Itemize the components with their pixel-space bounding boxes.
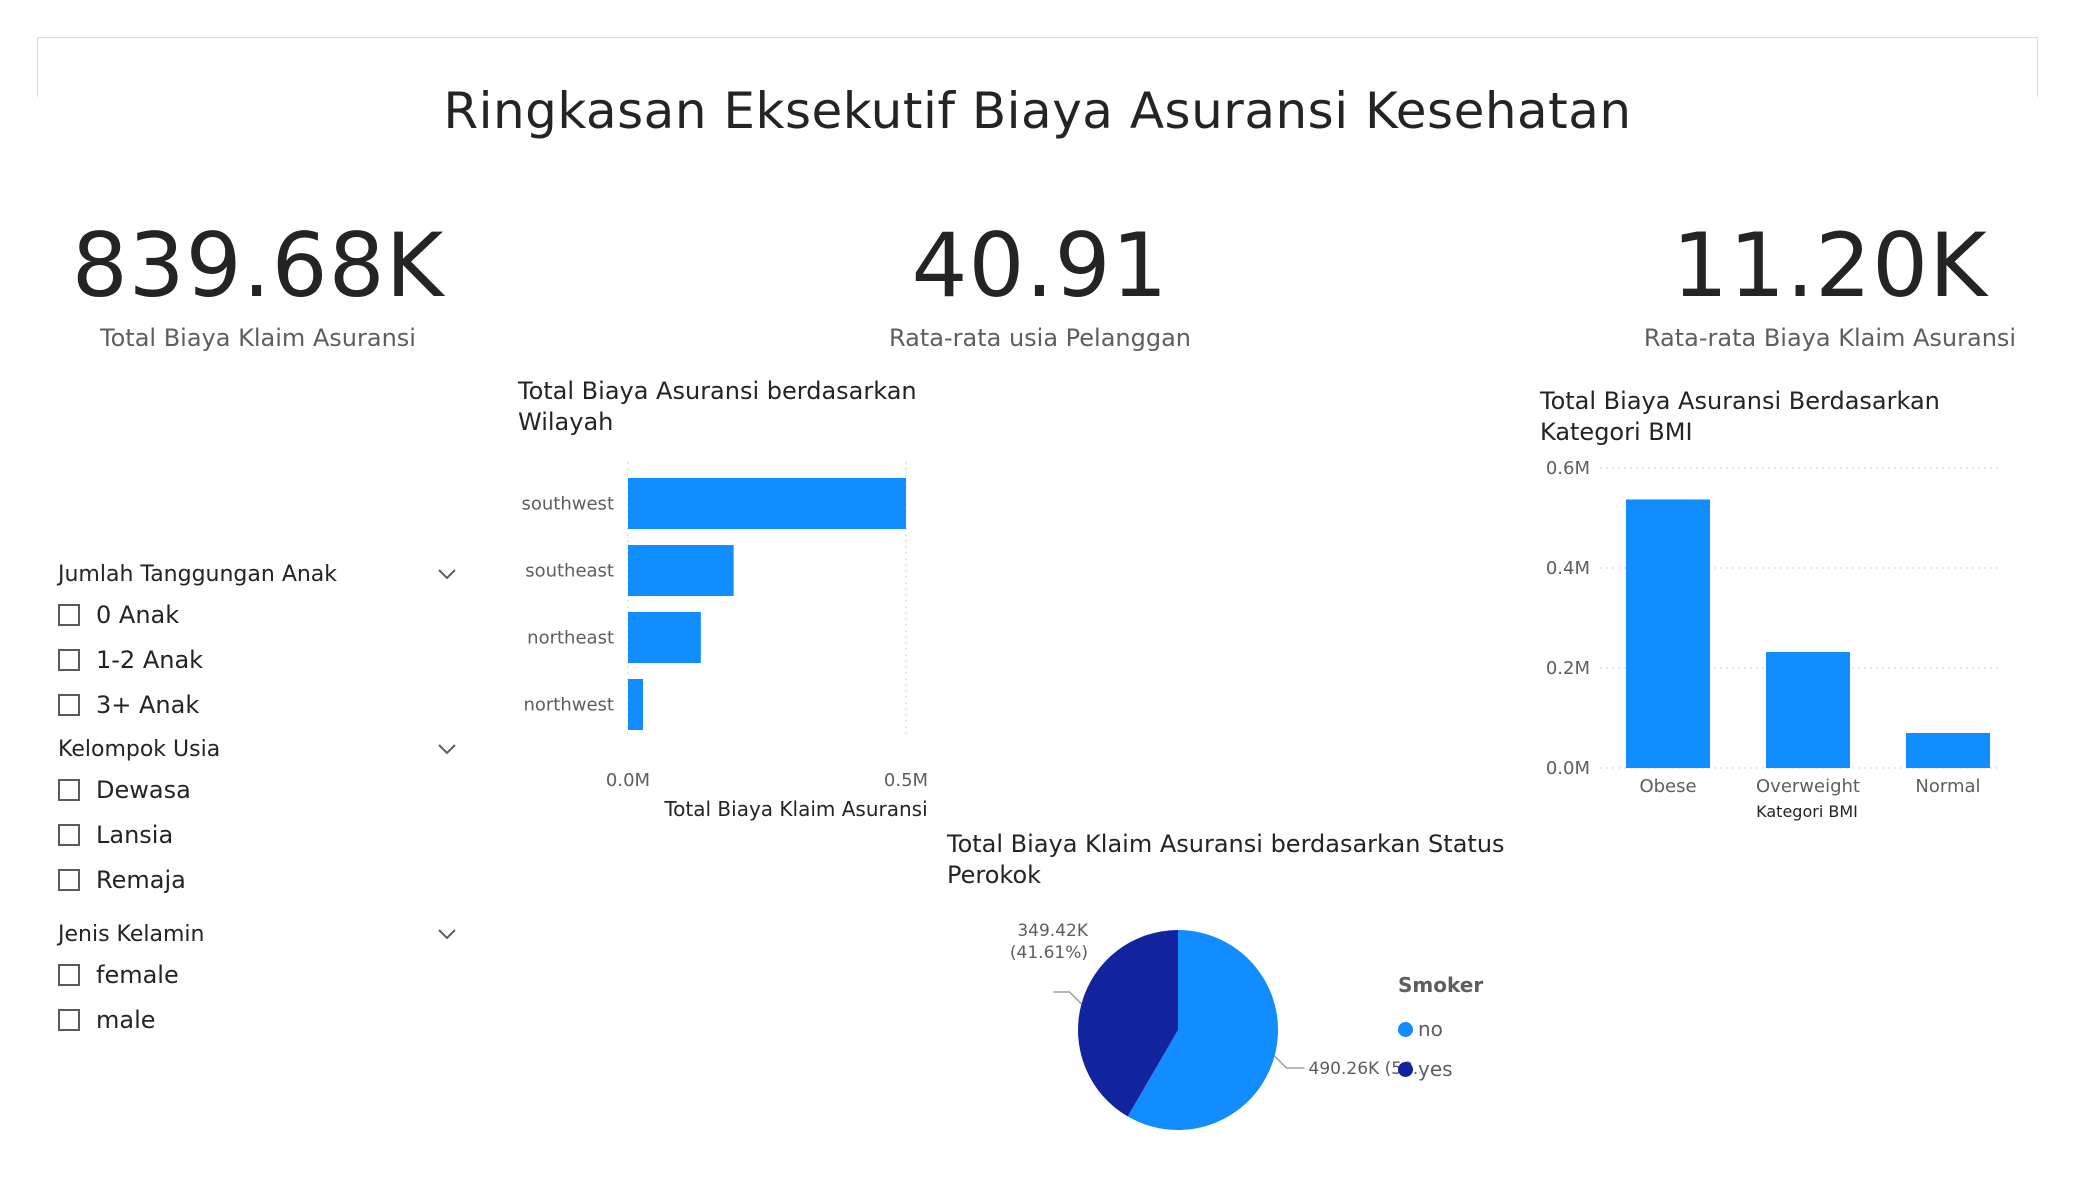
legend-title: Smoker [1398,973,1484,997]
slicer-option[interactable]: Remaja [58,857,458,902]
slicer-age-group: Kelompok Usia Dewasa Lansia Remaja [58,731,458,902]
leader-line [1274,1055,1305,1069]
bmi-bar-chart: 0.0M 0.2M 0.4M 0.6M Obese Overweight Normal Kat… [1546,458,2000,821]
checkbox[interactable] [58,1008,80,1031]
checkbox[interactable] [58,778,80,801]
kpi-label: Total Biaya Klaim Asuransi [100,324,416,352]
kpi-value: 11.20K [1672,214,1988,317]
slicer-option[interactable]: 3+ Anak [58,682,458,727]
kpi-card-total: 839.68K Total Biaya Klaim Asuransi [58,214,458,353]
slicer-option[interactable]: 1-2 Anak [58,637,458,682]
x-axis-label: Kategori BMI [1756,802,1858,821]
slicer-header[interactable]: Jenis Kelamin [58,916,458,952]
chevron-down-icon[interactable] [436,738,458,760]
report-frame [37,37,2038,97]
checkbox[interactable] [58,823,80,846]
kpi-card-age: 40.91 Rata-rata usia Pelanggan [840,214,1240,353]
option-label: 3+ Anak [96,690,200,719]
kpi-label: Rata-rata Biaya Klaim Asuransi [1643,324,2017,352]
data-label-no: 490.26K (58.39%) [1309,1059,1420,1079]
slicer-option[interactable]: 0 Anak [58,592,458,637]
kpi-value: 40.91 [911,214,1169,317]
bar-southeast [628,545,734,596]
y-tick-label: 0.2M [1546,658,1590,679]
option-label: 0 Anak [96,600,180,629]
checkbox[interactable] [58,693,80,716]
slicer-option[interactable]: male [58,997,458,1042]
x-tick-label: Overweight [1756,776,1860,797]
page-title: Ringkasan Eksekutif Biaya Asuransi Keseh… [443,82,1632,140]
y-tick-label: southeast [525,561,614,582]
legend-swatch [1398,1021,1413,1037]
slicer-option[interactable]: Lansia [58,812,458,857]
x-tick-label: 0.0M [606,770,650,791]
slicer-option[interactable]: female [58,952,458,997]
bar-overweight [1766,652,1850,768]
slicer-children: Jumlah Tanggungan Anak 0 Anak 1-2 Anak 3… [58,556,458,727]
kpi-value: 839.68K [71,214,445,317]
chart-title-region: Total Biaya Asuransi berdasarkan Wilayah [518,377,917,436]
slicer-gender: Jenis Kelamin female male [58,916,458,1042]
option-label: 1-2 Anak [96,645,204,674]
checkbox[interactable] [58,868,80,891]
legend-item-no[interactable]: no [1398,1009,1483,1049]
y-tick-label: northwest [523,695,614,716]
chevron-down-icon[interactable] [436,923,458,945]
chart-title-bmi: Total Biaya Asuransi Berdasarkan Kategor… [1540,387,1940,446]
y-tick-label: 0.4M [1546,558,1590,579]
kpi-label: Rata-rata usia Pelanggan [888,324,1192,352]
leader-line [1053,991,1082,1005]
slicer-option[interactable]: Dewasa [58,767,458,812]
data-label-yes-value: 349.42K [1017,921,1088,941]
bar-southwest [628,478,906,529]
x-tick-label: 0.5M [884,770,928,791]
kpi-card-average: 11.20K Rata-rata Biaya Klaim Asuransi [1630,214,2030,353]
chevron-down-icon[interactable] [436,563,458,585]
checkbox[interactable] [58,603,80,626]
bar-northeast [628,612,701,663]
bar-obese [1626,499,1710,768]
option-label: Dewasa [96,775,191,804]
option-label: female [96,960,179,989]
legend-label: yes [1418,1057,1453,1081]
slicer-title: Jenis Kelamin [58,921,205,947]
option-label: male [96,1005,156,1034]
data-label-yes-percent: (41.61%) [1010,943,1088,963]
pie-slice-yes [1078,930,1178,1117]
option-label: Lansia [96,820,174,849]
y-tick-label: 0.0M [1546,758,1590,779]
slicer-title: Jumlah Tanggungan Anak [58,561,338,587]
slicer-header[interactable]: Kelompok Usia [58,731,458,767]
y-tick-label: northeast [527,628,614,649]
pie-slice-no [1127,930,1278,1130]
pie-legend: Smoker no yes [1398,973,1483,1089]
bar-northwest [628,679,644,730]
y-tick-label: 0.6M [1546,458,1590,479]
x-tick-label: Normal [1915,776,1980,797]
chart-title-smoker: Total Biaya Klaim Asuransi berdasarkan S… [947,830,1505,889]
slicer-title: Kelompok Usia [58,736,221,762]
legend-item-yes[interactable]: yes [1398,1049,1483,1089]
checkbox[interactable] [58,648,80,671]
legend-swatch [1398,1061,1413,1077]
smoker-pie-chart: 490.26K (58.39%) 349.42K(41.61%) [1010,921,1420,1130]
slicer-header[interactable]: Jumlah Tanggungan Anak [58,556,458,592]
y-tick-label: southwest [522,494,615,515]
region-bar-chart: 0.0M 0.5M southwest southeast northeast north… [522,462,928,821]
x-tick-label: Obese [1639,776,1696,797]
option-label: Remaja [96,865,186,894]
legend-label: no [1418,1017,1443,1041]
x-axis-label: Total Biaya Klaim Asuransi [663,797,927,821]
bar-normal [1906,733,1990,768]
checkbox[interactable] [58,963,80,986]
